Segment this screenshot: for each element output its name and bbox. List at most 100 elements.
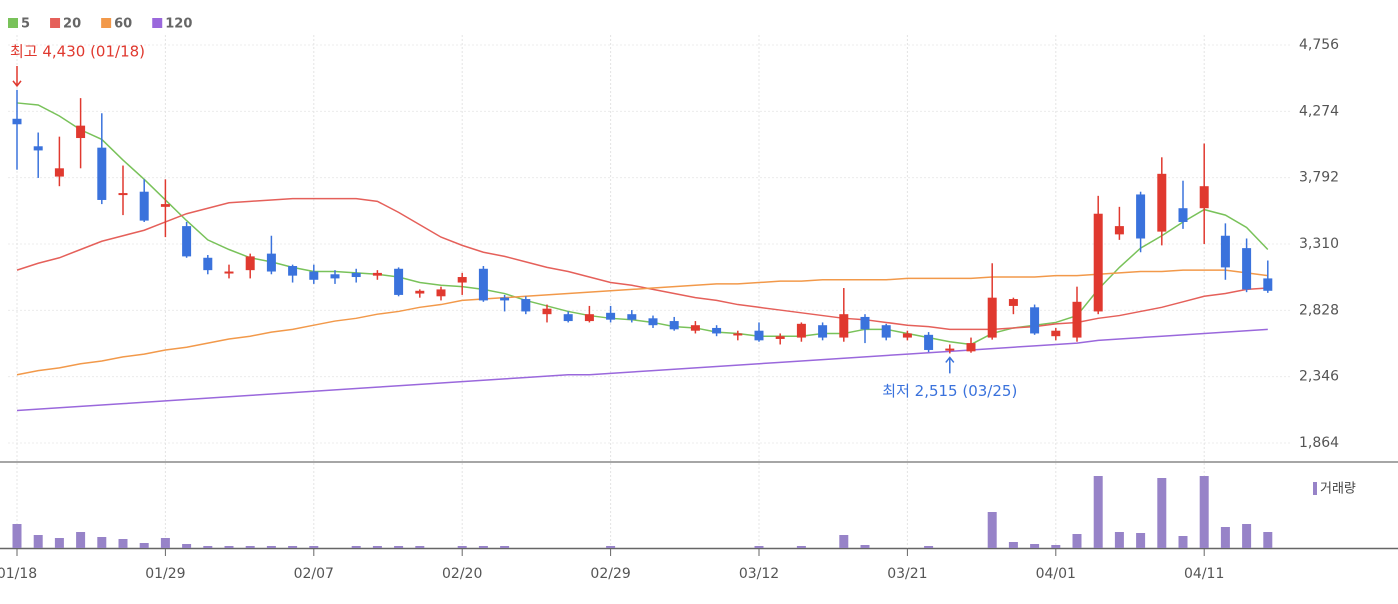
candle-body (76, 125, 86, 139)
volume-legend-label: 거래량 (1320, 482, 1356, 497)
volume-bar (266, 546, 276, 548)
volume-bar (1263, 532, 1273, 548)
candle-body (627, 314, 637, 320)
candle-body (330, 274, 340, 279)
volume-bar (1242, 524, 1252, 548)
legend-label: 60 (114, 17, 132, 32)
candle-body (372, 272, 382, 276)
candle-body (966, 343, 976, 352)
candle-body (415, 290, 425, 294)
volume-bar (1114, 532, 1124, 548)
x-tick-label: 03/21 (887, 566, 927, 582)
candle-body (1051, 330, 1061, 337)
ma-line (16, 197, 1268, 331)
legend-label: 120 (165, 17, 192, 32)
y-tick-label: 2,346 (1299, 369, 1339, 385)
volume-bar (457, 546, 467, 548)
candle-body (860, 316, 870, 330)
candle-body (775, 336, 785, 339)
volume-legend-swatch (1313, 482, 1317, 495)
x-tick-label: 01/18 (0, 566, 37, 582)
y-tick-label: 4,756 (1299, 37, 1339, 53)
ma-line (16, 102, 1269, 346)
y-tick-label: 3,310 (1299, 236, 1339, 252)
candle-body (436, 289, 446, 297)
volume-bar (839, 535, 849, 548)
candle-body (1263, 278, 1273, 291)
x-tick-label: 01/29 (145, 566, 185, 582)
candle-body (690, 325, 700, 331)
candle-body (1136, 194, 1146, 239)
volume-bar (796, 546, 806, 548)
volume-bar (372, 546, 382, 548)
annotation: 최고 4,430 (01/18) (10, 43, 145, 61)
volume-bar (12, 524, 22, 548)
candle-body (160, 204, 170, 207)
candle-body (712, 327, 722, 334)
candle-body (139, 191, 149, 221)
annotation-arrow (12, 66, 22, 88)
volume-bar (245, 546, 255, 548)
legend-swatch (101, 18, 112, 28)
x-tick-label: 02/07 (294, 566, 334, 582)
candle-body (351, 272, 361, 278)
legend-label: 5 (21, 17, 30, 32)
candle-body (542, 308, 552, 315)
volume-bar (1157, 478, 1167, 548)
volume-bar (606, 546, 616, 548)
x-tick-label: 04/01 (1036, 566, 1076, 582)
candle-body (224, 271, 234, 274)
volume-bar (754, 546, 764, 548)
candle-body (1220, 235, 1230, 268)
candle-body (1199, 186, 1209, 209)
candle-body (1008, 299, 1018, 306)
volume-bar (1136, 533, 1146, 548)
volume-bar (118, 539, 128, 548)
volume-bar (139, 543, 149, 548)
candle-body (881, 325, 891, 338)
volume-bar (860, 545, 870, 548)
candle-body (669, 321, 679, 330)
volume-bar (478, 546, 488, 548)
volume-bar (33, 535, 43, 548)
candle-body (203, 257, 213, 271)
candle-body (818, 325, 828, 338)
candle-body (754, 330, 764, 341)
candle-body (1030, 307, 1040, 334)
candle-body (945, 348, 955, 351)
annotation: 최저 2,515 (03/25) (882, 382, 1017, 400)
candle-body (12, 118, 22, 125)
candle-body (118, 193, 128, 196)
candle-body (266, 253, 276, 272)
legend-label: 20 (63, 17, 81, 32)
x-tick-label: 02/20 (442, 566, 482, 582)
candle-body (563, 314, 573, 322)
x-tick-label: 03/12 (739, 566, 779, 582)
x-tick-label: 04/11 (1184, 566, 1224, 582)
volume-bar (394, 546, 404, 548)
x-tick-label: 02/29 (590, 566, 630, 582)
candle-body (1178, 208, 1188, 222)
volume-bar (203, 546, 213, 548)
volume-bar (160, 538, 170, 548)
candle-body (924, 334, 934, 350)
annotation-arrow (945, 356, 955, 374)
candle-body (987, 297, 997, 338)
legend-swatch (152, 18, 163, 28)
candle-body (33, 146, 43, 151)
candle-body (457, 277, 467, 283)
candle-body (1242, 248, 1252, 290)
candle-body (1093, 213, 1103, 312)
volume-bar (1093, 476, 1103, 548)
candle-body (584, 314, 594, 322)
candle-body (521, 299, 531, 312)
candle-body (182, 226, 192, 257)
volume-bar (97, 537, 107, 548)
legend-swatch (8, 18, 18, 28)
legend-swatch (50, 18, 61, 28)
candle-body (796, 323, 806, 338)
candle-body (97, 147, 107, 200)
volume-bar (76, 532, 86, 548)
volume-bar (1072, 534, 1082, 548)
volume-bar (1008, 542, 1018, 548)
